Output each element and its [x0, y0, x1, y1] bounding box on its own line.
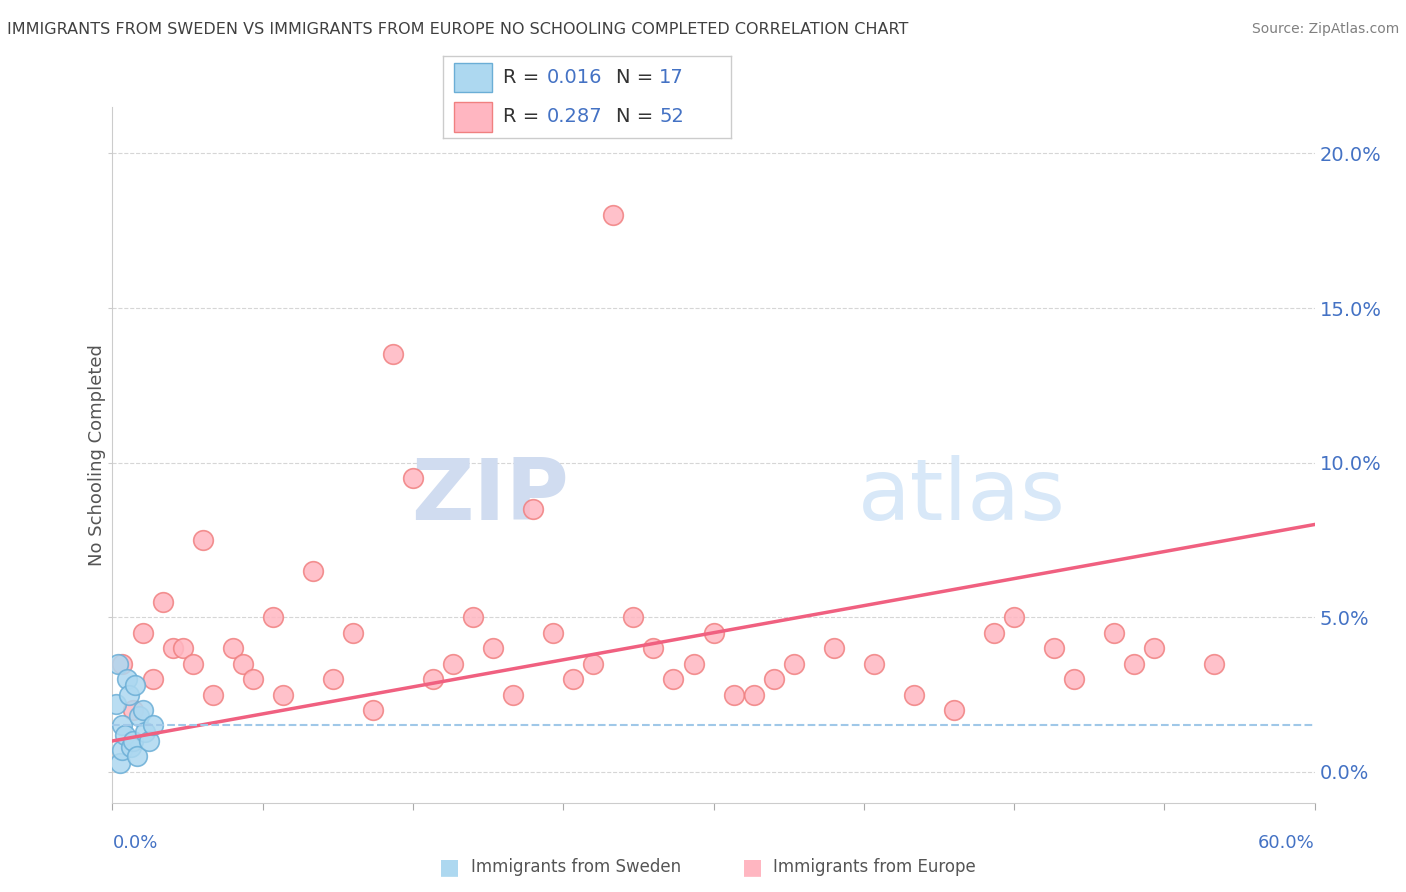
Point [115, 672, 138, 686]
Point [141, 718, 163, 732]
Point [111, 743, 134, 757]
Text: R =: R = [503, 68, 546, 87]
Point [582, 657, 605, 671]
Point [461, 610, 484, 624]
Point [682, 657, 704, 671]
Point [111, 718, 134, 732]
Point [441, 657, 464, 671]
Point [342, 625, 364, 640]
Point [502, 688, 524, 702]
Point [1063, 672, 1085, 686]
Point [107, 657, 129, 671]
Point [222, 641, 245, 656]
Text: 0.0%: 0.0% [112, 834, 157, 852]
Point [191, 533, 214, 547]
Point [903, 688, 925, 702]
Point [128, 709, 150, 723]
Point [823, 641, 845, 656]
Point [172, 641, 194, 656]
Point [983, 625, 1005, 640]
Text: Immigrants from Europe: Immigrants from Europe [773, 858, 976, 876]
Point [543, 625, 565, 640]
Point [862, 657, 886, 671]
Point [723, 688, 745, 702]
Point [110, 756, 132, 770]
Point [643, 641, 665, 656]
Text: 0.016: 0.016 [547, 68, 602, 87]
Point [232, 657, 254, 671]
Text: 17: 17 [659, 68, 683, 87]
Point [1102, 625, 1125, 640]
Point [482, 641, 505, 656]
Text: R =: R = [503, 107, 546, 127]
Text: ■: ■ [742, 857, 762, 877]
Point [271, 688, 294, 702]
Point [152, 595, 174, 609]
Point [1204, 657, 1226, 671]
Point [562, 672, 585, 686]
Text: IMMIGRANTS FROM SWEDEN VS IMMIGRANTS FROM EUROPE NO SCHOOLING COMPLETED CORRELAT: IMMIGRANTS FROM SWEDEN VS IMMIGRANTS FRO… [7, 22, 908, 37]
Text: 52: 52 [659, 107, 683, 127]
Point [120, 740, 142, 755]
Text: N =: N = [616, 107, 659, 127]
Point [301, 564, 323, 578]
Point [361, 703, 384, 717]
Point [942, 703, 965, 717]
Text: ■: ■ [440, 857, 460, 877]
Text: N =: N = [616, 68, 659, 87]
Point [125, 749, 148, 764]
Point [522, 502, 544, 516]
Point [141, 672, 163, 686]
Point [322, 672, 344, 686]
Point [1002, 610, 1025, 624]
Point [662, 672, 685, 686]
Text: Source: ZipAtlas.com: Source: ZipAtlas.com [1251, 22, 1399, 37]
Point [1043, 641, 1066, 656]
Point [602, 208, 624, 222]
Point [121, 734, 143, 748]
Point [117, 688, 139, 702]
Point [1123, 657, 1146, 671]
Point [201, 688, 224, 702]
Point [138, 734, 160, 748]
Point [742, 688, 765, 702]
Text: Immigrants from Sweden: Immigrants from Sweden [471, 858, 681, 876]
Point [242, 672, 264, 686]
Point [105, 697, 128, 711]
Point [131, 625, 153, 640]
Point [262, 610, 284, 624]
Point [114, 728, 136, 742]
Text: atlas: atlas [858, 455, 1066, 538]
Point [782, 657, 804, 671]
Point [162, 641, 184, 656]
Point [1143, 641, 1166, 656]
Text: 0.287: 0.287 [547, 107, 602, 127]
Text: ZIP: ZIP [412, 455, 569, 538]
Point [621, 610, 644, 624]
Point [134, 724, 156, 739]
Point [131, 703, 153, 717]
Y-axis label: No Schooling Completed: No Schooling Completed [87, 344, 105, 566]
FancyBboxPatch shape [454, 103, 492, 132]
FancyBboxPatch shape [454, 62, 492, 92]
Point [422, 672, 444, 686]
Point [124, 678, 146, 692]
Point [111, 657, 134, 671]
Text: 60.0%: 60.0% [1258, 834, 1315, 852]
Point [702, 625, 725, 640]
Point [762, 672, 785, 686]
Point [181, 657, 204, 671]
Point [381, 347, 405, 361]
Point [121, 703, 143, 717]
Point [402, 471, 425, 485]
